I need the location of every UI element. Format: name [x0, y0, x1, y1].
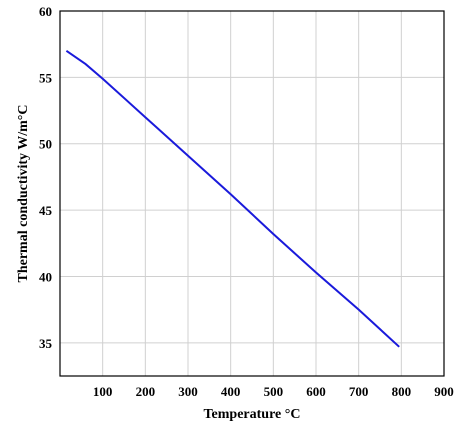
x-tick-label: 200: [136, 384, 156, 399]
x-tick-label: 800: [392, 384, 412, 399]
plot-frame: [59, 10, 445, 377]
x-tick-label: 500: [264, 384, 284, 399]
x-tick-label: 900: [434, 384, 454, 399]
x-tick-label: 600: [306, 384, 326, 399]
gridlines: [60, 10, 445, 376]
x-tick-labels: 100 200 300 400 500 600 700 800 900: [93, 384, 454, 399]
y-tick-label: 60: [39, 4, 52, 19]
y-tick-label: 50: [39, 137, 52, 152]
x-tick-label: 300: [178, 384, 198, 399]
x-tick-label: 400: [221, 384, 241, 399]
x-tick-label: 700: [349, 384, 369, 399]
y-axis-title: Thermal conductivity W/m°C: [16, 104, 31, 282]
x-axis-title: Temperature °C: [204, 407, 301, 422]
series-layer: [65, 49, 400, 348]
y-tick-label: 35: [39, 336, 53, 351]
y-tick-labels: 35 40 45 50 55 60: [39, 4, 53, 351]
y-tick-label: 40: [39, 269, 52, 284]
series-line: [65, 49, 400, 348]
x-tick-label: 100: [93, 384, 113, 399]
y-tick-label: 55: [39, 70, 53, 85]
y-tick-label: 45: [39, 203, 53, 218]
